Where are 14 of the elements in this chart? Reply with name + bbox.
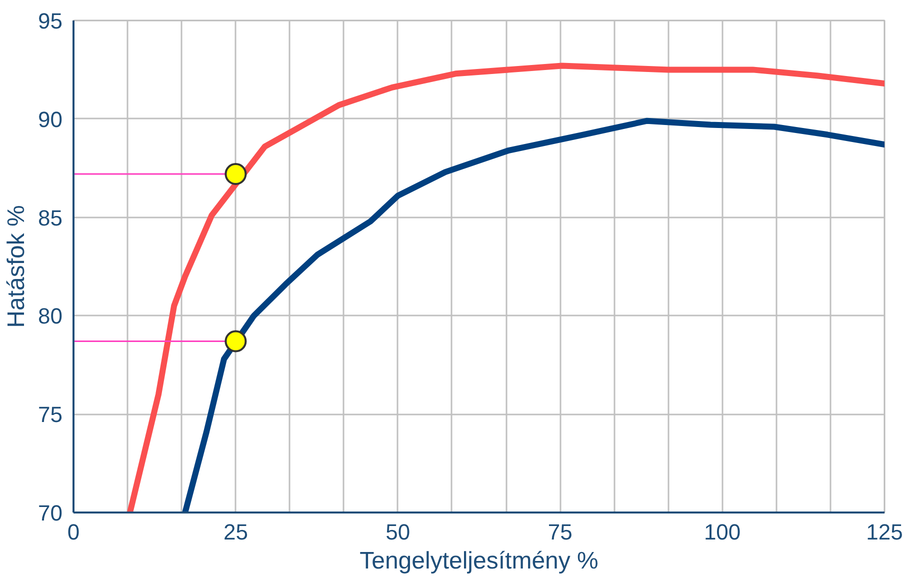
y-tick-label: 80 — [38, 304, 63, 329]
y-axis-title: Hatásfok % — [3, 205, 30, 328]
y-tick-label: 90 — [38, 106, 63, 132]
x-tick-label: 50 — [386, 520, 410, 544]
x-tick-label: 100 — [704, 520, 741, 544]
y-tick-label: 95 — [38, 8, 63, 34]
x-tick-label: 125 — [866, 520, 903, 544]
x-axis-title: Tengelyteljesítmény % — [360, 548, 598, 574]
y-tick-label: 70 — [38, 500, 63, 526]
x-tick-label: 75 — [548, 520, 572, 544]
x-tick-label: 0 — [67, 520, 80, 544]
x-tick-label: 25 — [223, 520, 248, 544]
y-tick-label: 75 — [38, 402, 63, 428]
y-tick-label: 85 — [38, 205, 63, 230]
